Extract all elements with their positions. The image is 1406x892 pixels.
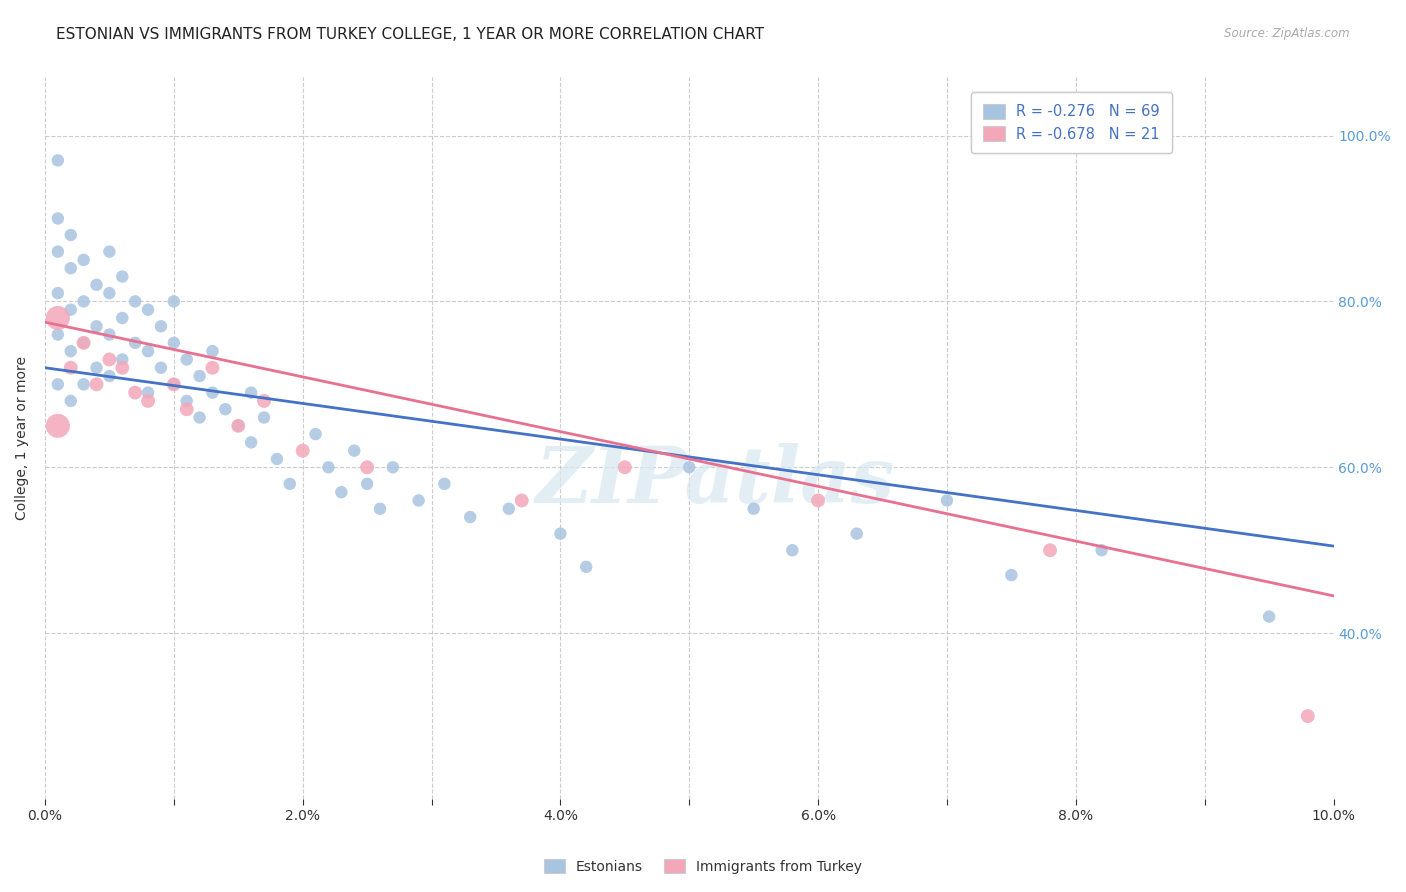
Point bbox=[266, 452, 288, 467]
Point bbox=[46, 418, 69, 433]
Point bbox=[253, 393, 276, 408]
Point bbox=[1296, 709, 1319, 723]
Point bbox=[46, 310, 69, 325]
Point bbox=[59, 227, 82, 242]
Point bbox=[176, 393, 198, 408]
Point bbox=[356, 460, 378, 475]
Point bbox=[136, 393, 159, 408]
Point bbox=[214, 402, 236, 417]
Point bbox=[124, 385, 146, 400]
Point bbox=[381, 460, 404, 475]
Point bbox=[176, 352, 198, 367]
Point bbox=[98, 369, 121, 384]
Point bbox=[368, 501, 391, 516]
Point bbox=[240, 385, 263, 400]
Point bbox=[845, 526, 868, 541]
Point bbox=[550, 526, 572, 541]
Point bbox=[98, 327, 121, 342]
Point bbox=[136, 385, 159, 400]
Point bbox=[1039, 543, 1062, 558]
Legend: R = -0.276   N = 69, R = -0.678   N = 21: R = -0.276 N = 69, R = -0.678 N = 21 bbox=[972, 92, 1171, 153]
Point bbox=[613, 460, 636, 475]
Point bbox=[201, 385, 224, 400]
Y-axis label: College, 1 year or more: College, 1 year or more bbox=[15, 356, 30, 520]
Point bbox=[163, 377, 186, 392]
Point bbox=[1258, 609, 1281, 624]
Point bbox=[163, 335, 186, 350]
Point bbox=[163, 377, 186, 392]
Point bbox=[98, 352, 121, 367]
Point bbox=[111, 310, 134, 325]
Text: ESTONIAN VS IMMIGRANTS FROM TURKEY COLLEGE, 1 YEAR OR MORE CORRELATION CHART: ESTONIAN VS IMMIGRANTS FROM TURKEY COLLE… bbox=[56, 27, 765, 42]
Legend: Estonians, Immigrants from Turkey: Estonians, Immigrants from Turkey bbox=[537, 852, 869, 880]
Point bbox=[46, 377, 69, 392]
Point bbox=[86, 360, 108, 375]
Point bbox=[46, 244, 69, 259]
Point bbox=[86, 377, 108, 392]
Point bbox=[46, 211, 69, 226]
Point bbox=[98, 286, 121, 301]
Point bbox=[458, 510, 481, 524]
Point bbox=[59, 302, 82, 317]
Point bbox=[59, 344, 82, 359]
Point bbox=[575, 559, 598, 574]
Point bbox=[59, 393, 82, 408]
Point bbox=[188, 410, 211, 425]
Point bbox=[72, 252, 94, 267]
Point bbox=[111, 269, 134, 284]
Point bbox=[201, 360, 224, 375]
Point bbox=[291, 443, 314, 458]
Point bbox=[498, 501, 520, 516]
Point bbox=[98, 244, 121, 259]
Text: ZIPatlas: ZIPatlas bbox=[536, 443, 894, 520]
Point bbox=[318, 460, 340, 475]
Point bbox=[1000, 568, 1022, 582]
Point bbox=[253, 410, 276, 425]
Point bbox=[124, 335, 146, 350]
Point bbox=[72, 377, 94, 392]
Point bbox=[72, 335, 94, 350]
Point bbox=[936, 493, 959, 508]
Point bbox=[72, 335, 94, 350]
Point bbox=[46, 327, 69, 342]
Point bbox=[86, 319, 108, 334]
Point bbox=[278, 476, 301, 491]
Point bbox=[304, 427, 326, 442]
Point bbox=[188, 369, 211, 384]
Point bbox=[176, 402, 198, 417]
Point bbox=[86, 277, 108, 292]
Point bbox=[59, 261, 82, 276]
Point bbox=[136, 302, 159, 317]
Point bbox=[111, 352, 134, 367]
Point bbox=[46, 153, 69, 168]
Point bbox=[678, 460, 700, 475]
Point bbox=[136, 344, 159, 359]
Point bbox=[226, 418, 249, 433]
Point bbox=[240, 435, 263, 450]
Point bbox=[356, 476, 378, 491]
Point bbox=[201, 344, 224, 359]
Point bbox=[111, 360, 134, 375]
Point bbox=[149, 319, 172, 334]
Point bbox=[742, 501, 765, 516]
Point bbox=[408, 493, 430, 508]
Point bbox=[782, 543, 804, 558]
Point bbox=[59, 360, 82, 375]
Point bbox=[1090, 543, 1112, 558]
Point bbox=[343, 443, 366, 458]
Point bbox=[163, 294, 186, 309]
Point bbox=[46, 286, 69, 301]
Point bbox=[149, 360, 172, 375]
Point bbox=[226, 418, 249, 433]
Text: Source: ZipAtlas.com: Source: ZipAtlas.com bbox=[1225, 27, 1350, 40]
Point bbox=[433, 476, 456, 491]
Point bbox=[510, 493, 533, 508]
Point bbox=[330, 485, 353, 500]
Point bbox=[807, 493, 830, 508]
Point bbox=[72, 294, 94, 309]
Point bbox=[124, 294, 146, 309]
